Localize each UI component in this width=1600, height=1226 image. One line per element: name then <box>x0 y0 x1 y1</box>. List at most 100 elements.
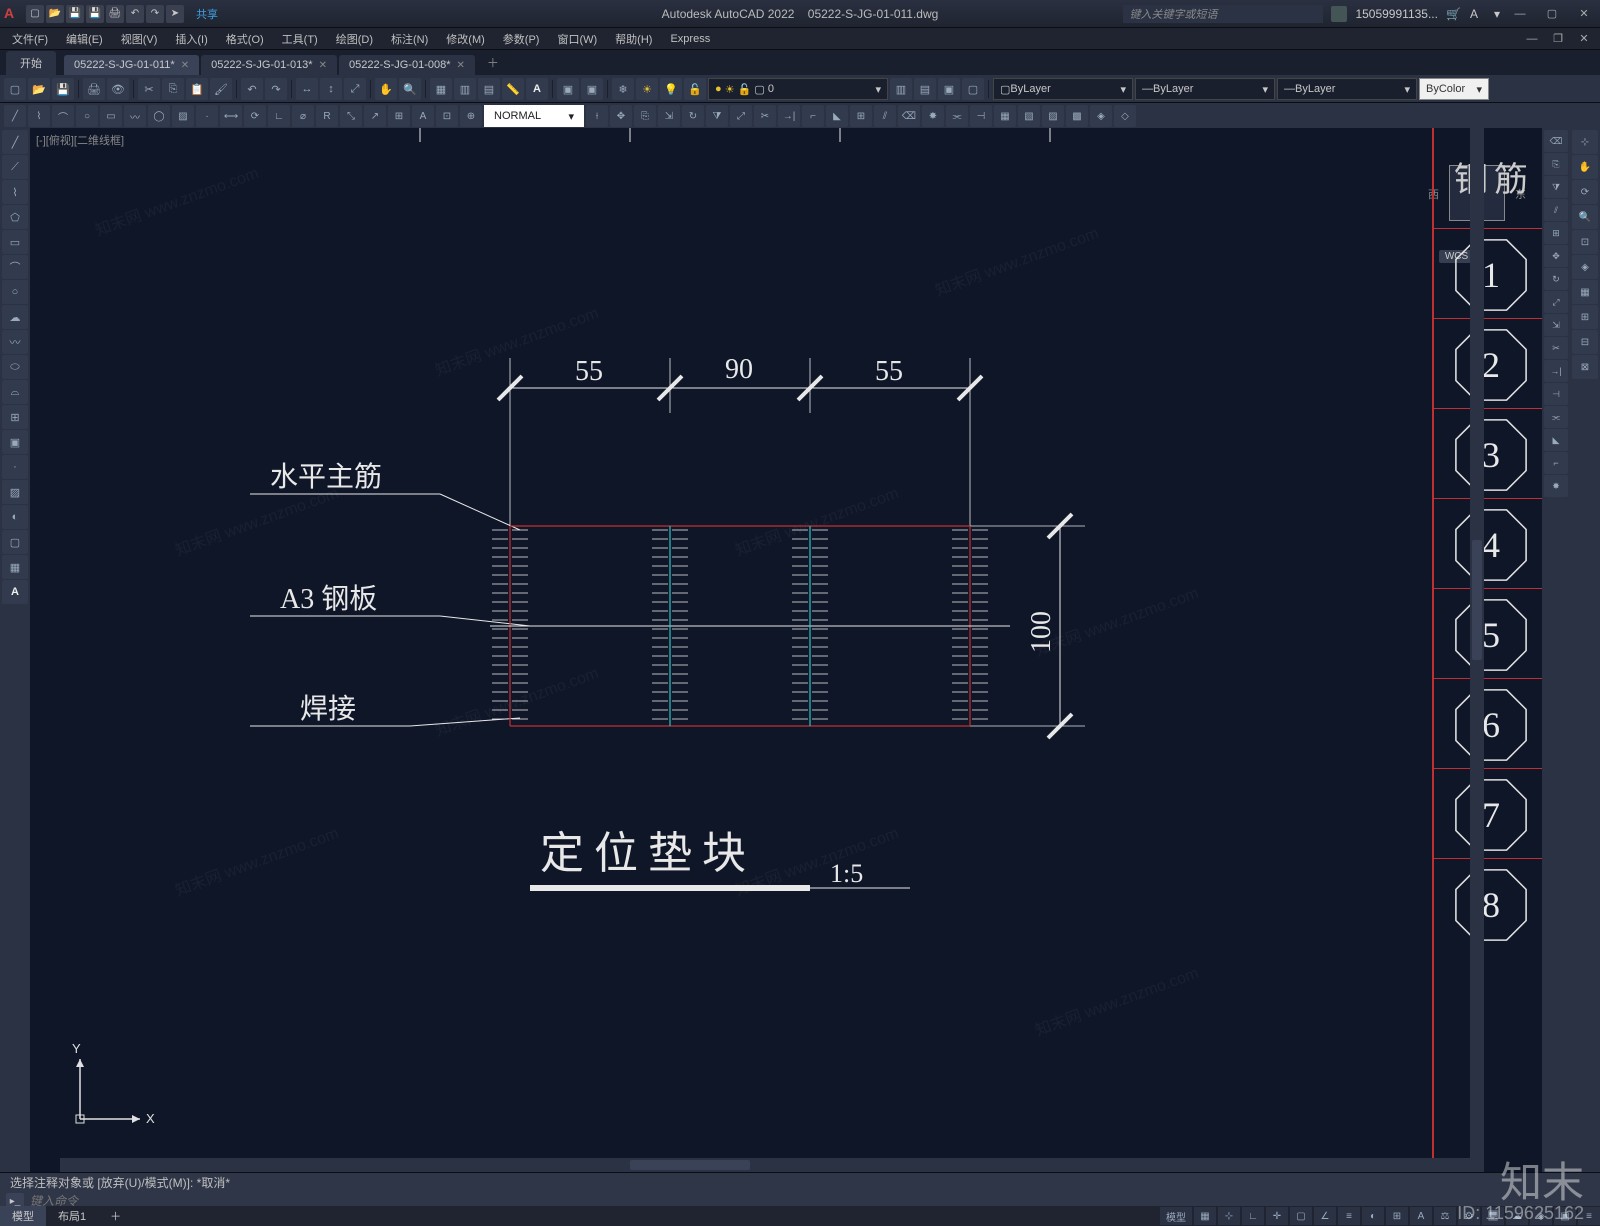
search-input[interactable]: 键入关键字或短语 <box>1123 5 1323 23</box>
tb-sun-icon[interactable]: ☀ <box>636 78 658 100</box>
tb-dimb-icon[interactable]: ∟ <box>268 105 290 127</box>
rt-orbit-icon[interactable]: ⟳ <box>1572 180 1598 204</box>
sb-osnap-icon[interactable]: ▢ <box>1290 1207 1312 1225</box>
lt-spline-icon[interactable]: 〰 <box>2 330 28 354</box>
lineweight-dropdown[interactable]: — ByLayer▾ <box>1277 78 1417 100</box>
tb-dimc-icon[interactable]: ⌀ <box>292 105 314 127</box>
rt-misc2-icon[interactable]: ▦ <box>1572 280 1598 304</box>
save-icon[interactable]: 💾 <box>66 5 84 23</box>
rt2-move-icon[interactable]: ✥ <box>1544 245 1568 267</box>
menu-modify[interactable]: 修改(M) <box>438 29 493 49</box>
start-tab[interactable]: 开始 <box>6 51 56 75</box>
lt-ellipse-icon[interactable]: ⬭ <box>2 355 28 379</box>
tb-block3-icon[interactable]: ▤ <box>478 78 500 100</box>
tb-misc5-icon[interactable]: ◈ <box>1090 105 1112 127</box>
menu-dimension[interactable]: 标注(N) <box>383 29 436 49</box>
lt-ellarc-icon[interactable]: ⌓ <box>2 380 28 404</box>
tb-text-icon[interactable]: A <box>526 78 548 100</box>
tb-open-icon[interactable]: 📂 <box>28 78 50 100</box>
tb-bulb-icon[interactable]: 💡 <box>660 78 682 100</box>
tb-new-icon[interactable]: ▢ <box>4 78 26 100</box>
tb-arc-icon[interactable]: ⌒ <box>52 105 74 127</box>
close-tab-icon[interactable]: ✕ <box>319 60 327 71</box>
tb-plot-icon[interactable]: 🖨 <box>83 78 105 100</box>
tb-diml-icon[interactable]: ⟷ <box>220 105 242 127</box>
tb-dime-icon[interactable]: ⟊ <box>586 105 608 127</box>
tb-trim-icon[interactable]: ✂ <box>754 105 776 127</box>
tb-text2-icon[interactable]: A <box>412 105 434 127</box>
model-tab[interactable]: 模型 <box>0 1206 46 1226</box>
lt-pline-icon[interactable]: ⌇ <box>2 180 28 204</box>
lt-grad-icon[interactable]: ◐ <box>2 505 28 529</box>
rt-misc5-icon[interactable]: ⊠ <box>1572 355 1598 379</box>
tb-pan-icon[interactable]: ✋ <box>375 78 397 100</box>
menu-insert[interactable]: 插入(I) <box>167 29 215 49</box>
plotstyle-dropdown[interactable]: ByColor▾ <box>1419 78 1489 100</box>
tb-lock-icon[interactable]: 🔓 <box>684 78 706 100</box>
lt-point-icon[interactable]: · <box>2 455 28 479</box>
tb-fillet-icon[interactable]: ⌐ <box>802 105 824 127</box>
rt2-trim-icon[interactable]: ✂ <box>1544 337 1568 359</box>
rt-misc3-icon[interactable]: ⊞ <box>1572 305 1598 329</box>
tb-hatch-icon[interactable]: ▨ <box>172 105 194 127</box>
close-tab-icon[interactable]: ✕ <box>457 60 465 71</box>
sb-grid-icon[interactable]: ▦ <box>1194 1207 1216 1225</box>
rt2-rotate-icon[interactable]: ↻ <box>1544 268 1568 290</box>
tb-array-icon[interactable]: ⊞ <box>850 105 872 127</box>
menu-help[interactable]: 帮助(H) <box>607 29 660 49</box>
tb-break-icon[interactable]: ⊣ <box>970 105 992 127</box>
sb-otrack-icon[interactable]: ∠ <box>1314 1207 1336 1225</box>
sb-snap-icon[interactable]: ⊹ <box>1218 1207 1240 1225</box>
cart-icon[interactable]: 🛒 <box>1446 7 1462 21</box>
tb-ruler-icon[interactable]: 📏 <box>502 78 524 100</box>
rt2-offset-icon[interactable]: ⫽ <box>1544 199 1568 221</box>
tb-dim3-icon[interactable]: ⤢ <box>344 78 366 100</box>
tb-layer2-icon[interactable]: ▣ <box>581 78 603 100</box>
tb-extend-icon[interactable]: →| <box>778 105 800 127</box>
lt-text-icon[interactable]: A <box>2 580 28 604</box>
file-tab-1[interactable]: 05222-S-JG-01-011*✕ <box>64 55 199 75</box>
rt2-copy-icon[interactable]: ⎘ <box>1544 153 1568 175</box>
maximize-button[interactable]: ▢ <box>1540 4 1564 24</box>
lt-block-icon[interactable]: ▣ <box>2 430 28 454</box>
lt-table-icon[interactable]: ▦ <box>2 555 28 579</box>
tb-match-icon[interactable]: 🖌 <box>210 78 232 100</box>
menu-window[interactable]: 窗口(W) <box>549 29 605 49</box>
minimize-button[interactable]: — <box>1508 4 1532 24</box>
tb-redo-icon[interactable]: ↷ <box>265 78 287 100</box>
menu-file[interactable]: 文件(F) <box>4 29 56 49</box>
rt-show-icon[interactable]: ⊡ <box>1572 230 1598 254</box>
rt2-erase-icon[interactable]: ⌫ <box>1544 130 1568 152</box>
doc-minimize-button[interactable]: — <box>1520 29 1544 49</box>
rt2-break-icon[interactable]: ⊣ <box>1544 383 1568 405</box>
rt-zoom-icon[interactable]: 🔍 <box>1572 205 1598 229</box>
help-dropdown-icon[interactable]: ▾ <box>1494 7 1500 21</box>
sb-qs-icon[interactable]: ⊞ <box>1386 1207 1408 1225</box>
rt2-extend-icon[interactable]: →| <box>1544 360 1568 382</box>
tb-rect-icon[interactable]: ▭ <box>100 105 122 127</box>
linetype-dropdown[interactable]: — ByLayer▾ <box>1135 78 1275 100</box>
file-tab-2[interactable]: 05222-S-JG-01-013*✕ <box>201 55 337 75</box>
sb-model-icon[interactable]: 模型 <box>1160 1207 1192 1225</box>
lt-insert-icon[interactable]: ⊞ <box>2 405 28 429</box>
lt-line-icon[interactable]: ╱ <box>2 130 28 154</box>
tb-layer1-icon[interactable]: ▣ <box>557 78 579 100</box>
rt2-explode-icon[interactable]: ✸ <box>1544 475 1568 497</box>
new-icon[interactable]: ▢ <box>26 5 44 23</box>
tb-dim1-icon[interactable]: ↔ <box>296 78 318 100</box>
tb-spline-icon[interactable]: 〰 <box>124 105 146 127</box>
tb-dimo-icon[interactable]: ⤡ <box>340 105 362 127</box>
tb-dima-icon[interactable]: ⟳ <box>244 105 266 127</box>
layer-dropdown[interactable]: ● ☀ 🔓 ▢ 0 ▾ <box>708 78 888 100</box>
rt2-join-icon[interactable]: ⫘ <box>1544 406 1568 428</box>
tb-layerdel-icon[interactable]: ▢ <box>962 78 984 100</box>
app-store-icon[interactable]: A <box>1470 7 1486 21</box>
tb-center-icon[interactable]: ⊕ <box>460 105 482 127</box>
menu-draw[interactable]: 绘图(D) <box>328 29 381 49</box>
tb-dimr-icon[interactable]: R <box>316 105 338 127</box>
new-tab-button[interactable]: ＋ <box>477 50 509 75</box>
tb-undo-icon[interactable]: ↶ <box>241 78 263 100</box>
tb-offset-icon[interactable]: ⫽ <box>874 105 896 127</box>
user-name[interactable]: 15059991135... <box>1355 7 1438 21</box>
tb-layeroff-icon[interactable]: ▣ <box>938 78 960 100</box>
